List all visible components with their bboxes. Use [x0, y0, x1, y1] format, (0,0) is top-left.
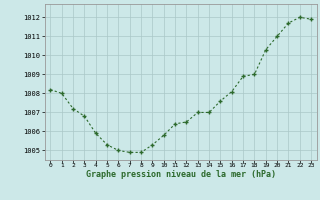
X-axis label: Graphe pression niveau de la mer (hPa): Graphe pression niveau de la mer (hPa) — [86, 170, 276, 179]
